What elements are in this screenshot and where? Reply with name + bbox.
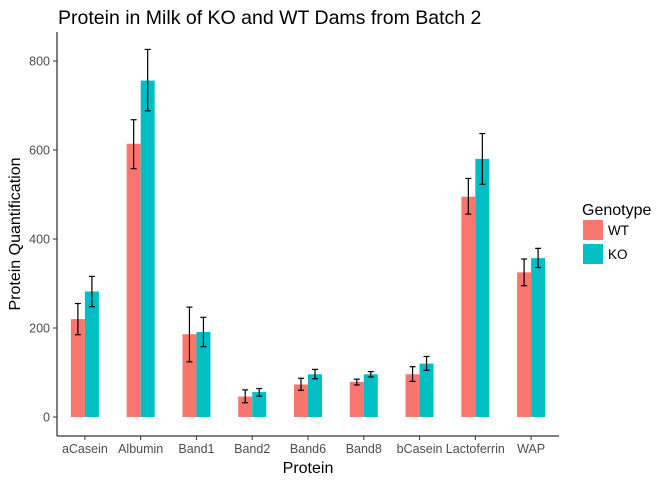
bars — [70, 80, 546, 417]
legend-key-ko — [583, 244, 603, 264]
x-tick-label: Band2 — [234, 442, 270, 456]
bar-wt-band8 — [349, 381, 364, 417]
bar-ko-band1 — [196, 332, 211, 417]
error-bar-wt-band2 — [242, 389, 249, 404]
legend-title: Genotype — [582, 202, 651, 219]
error-bar-ko-albumin — [144, 48, 151, 112]
error-bar-wt-wap — [521, 258, 528, 287]
bar-wt-lactoferrin — [461, 196, 476, 417]
error-bar-ko-wap — [535, 247, 542, 269]
bar-ko-band6 — [308, 374, 322, 417]
x-tick-label: WAP — [517, 442, 545, 456]
error-bar-wt-lactoferrin — [465, 177, 472, 215]
error-bar-ko-acasein — [88, 275, 95, 308]
y-axis-ticks: 0 200 400 600 800 — [29, 55, 57, 425]
error-bar-ko-lactoferrin — [479, 132, 486, 185]
bar-wt-wap — [517, 272, 532, 417]
bar-ko-bcasein — [419, 363, 434, 417]
x-tick-label: Lactoferrin — [446, 442, 505, 456]
error-bar-ko-band2 — [256, 387, 263, 397]
error-bar-wt-band1 — [186, 306, 193, 363]
legend-label-wt: WT — [608, 223, 629, 238]
bar-wt-bcasein — [405, 374, 420, 417]
bar-ko-band2 — [252, 392, 267, 417]
y-tick-label: 400 — [29, 233, 50, 247]
chart-title: Protein in Milk of KO and WT Dams from B… — [58, 7, 481, 29]
error-bar-wt-acasein — [74, 302, 81, 336]
bar-wt-band6 — [294, 384, 308, 417]
bar-ko-acasein — [84, 291, 99, 417]
x-tick-label: Albumin — [118, 442, 163, 456]
legend: Genotype WT KO — [582, 202, 651, 264]
x-tick-label: aCasein — [62, 442, 108, 456]
error-bar-wt-bcasein — [409, 366, 416, 382]
plot-area: 0 200 400 600 800 aCasein Albumin Band1 Band2 Ba… — [29, 32, 559, 456]
legend-label-ko: KO — [608, 247, 628, 262]
bar-ko-wap — [531, 258, 546, 417]
error-bar-ko-band1 — [200, 316, 207, 348]
y-tick-label: 800 — [29, 55, 50, 69]
y-tick-label: 600 — [29, 144, 50, 158]
legend-key-wt — [583, 220, 603, 240]
x-tick-label: Band8 — [346, 442, 382, 456]
x-tick-label: Band1 — [178, 442, 214, 456]
bar-ko-albumin — [140, 80, 155, 417]
x-axis-ticks: aCasein Albumin Band1 Band2 Band6 Band8 bCasei… — [62, 436, 545, 456]
bar-ko-lactoferrin — [475, 158, 490, 417]
bar-wt-albumin — [126, 143, 141, 417]
error-bar-ko-band8 — [367, 371, 374, 378]
bar-wt-band2 — [238, 396, 253, 417]
y-tick-label: 200 — [29, 322, 50, 336]
bar-wt-acasein — [70, 319, 85, 417]
error-bar-wt-band6 — [298, 377, 304, 391]
error-bars — [74, 48, 542, 404]
error-bar-wt-albumin — [130, 119, 137, 170]
x-tick-label: Band6 — [290, 442, 326, 456]
error-bar-ko-band6 — [312, 368, 318, 380]
x-tick-label: bCasein — [397, 442, 443, 456]
error-bar-ko-bcasein — [423, 355, 430, 371]
y-axis-label: Protein Quantification — [7, 158, 24, 311]
x-axis-label: Protein — [283, 460, 334, 477]
bar-wt-band1 — [182, 334, 197, 417]
y-tick-label: 0 — [43, 411, 50, 425]
error-bar-wt-band8 — [353, 378, 360, 386]
bar-ko-band8 — [363, 374, 378, 417]
